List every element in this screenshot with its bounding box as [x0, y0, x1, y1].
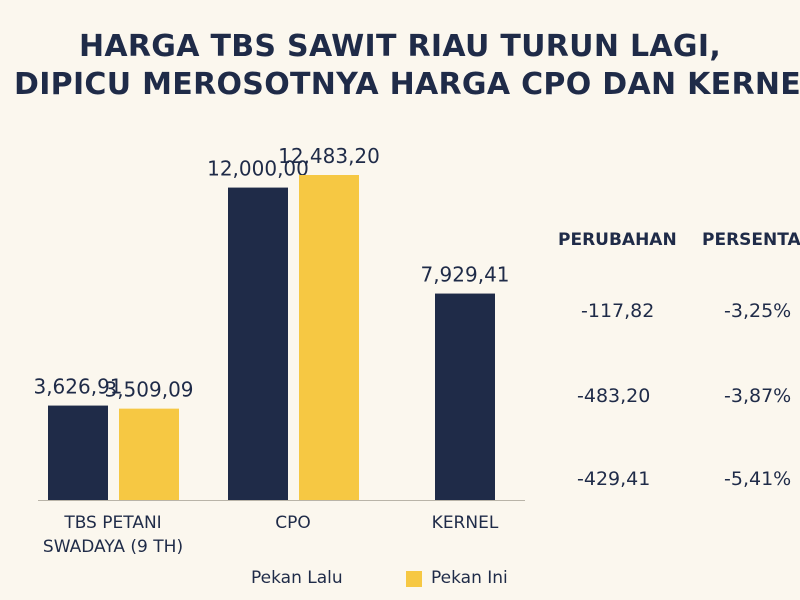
legend-current-label: Pekan Ini [431, 568, 508, 588]
table-header-change: PERUBAHAN [558, 230, 677, 250]
legend-previous-label: Pekan Lalu [251, 568, 343, 588]
chart-title-line-2: DIPICU MEROSOTNYA HARGA CPO DAN KERNEL [14, 67, 800, 102]
chart-title: HARGA TBS SAWIT RIAU TURUN LAGI, DIPICU … [0, 28, 800, 104]
category-label-cpo: CPO [275, 513, 311, 533]
data-label-pekan-lalu-cpo: 12,000,00 [207, 157, 309, 181]
table-cell-change-2: -483,20 [577, 385, 651, 407]
bar-pekan-lalu-cpo [228, 187, 288, 500]
data-label-pekan-lalu-kernel: 7,929,41 [420, 263, 509, 287]
table-cell-change-1: -117,82 [581, 300, 655, 322]
table-cell-percent-2: -3,87% [724, 385, 792, 407]
category-label-kernel: KERNEL [432, 513, 499, 533]
bar-pekan-ini-tbs-petani-swadaya-9-th [119, 408, 179, 500]
table-header-percent: PERSENTA [702, 230, 800, 250]
data-label-pekan-ini-tbs-petani-swadaya-9-th: 3,509,09 [104, 378, 193, 402]
bar-pekan-lalu-kernel [435, 293, 495, 500]
table-cell-percent-3: -5,41% [724, 468, 792, 490]
category-label-tbs-petani-swadaya-9-th-1: TBS PETANI [63, 513, 161, 533]
data-label-pekan-ini-cpo: 12,483,20 [278, 144, 380, 168]
legend-current-swatch [406, 571, 422, 587]
bar-pekan-lalu-tbs-petani-swadaya-9-th [48, 405, 108, 500]
data-label-pekan-lalu-tbs-petani-swadaya-9-th: 3,626,91 [33, 375, 122, 399]
bar-pekan-ini-cpo [299, 175, 359, 500]
category-label-tbs-petani-swadaya-9-th-2: SWADAYA (9 TH) [43, 537, 183, 557]
table-cell-change-3: -429,41 [577, 468, 651, 490]
table-cell-percent-1: -3,25% [724, 300, 792, 322]
chart-title-line-1: HARGA TBS SAWIT RIAU TURUN LAGI, [78, 29, 722, 64]
